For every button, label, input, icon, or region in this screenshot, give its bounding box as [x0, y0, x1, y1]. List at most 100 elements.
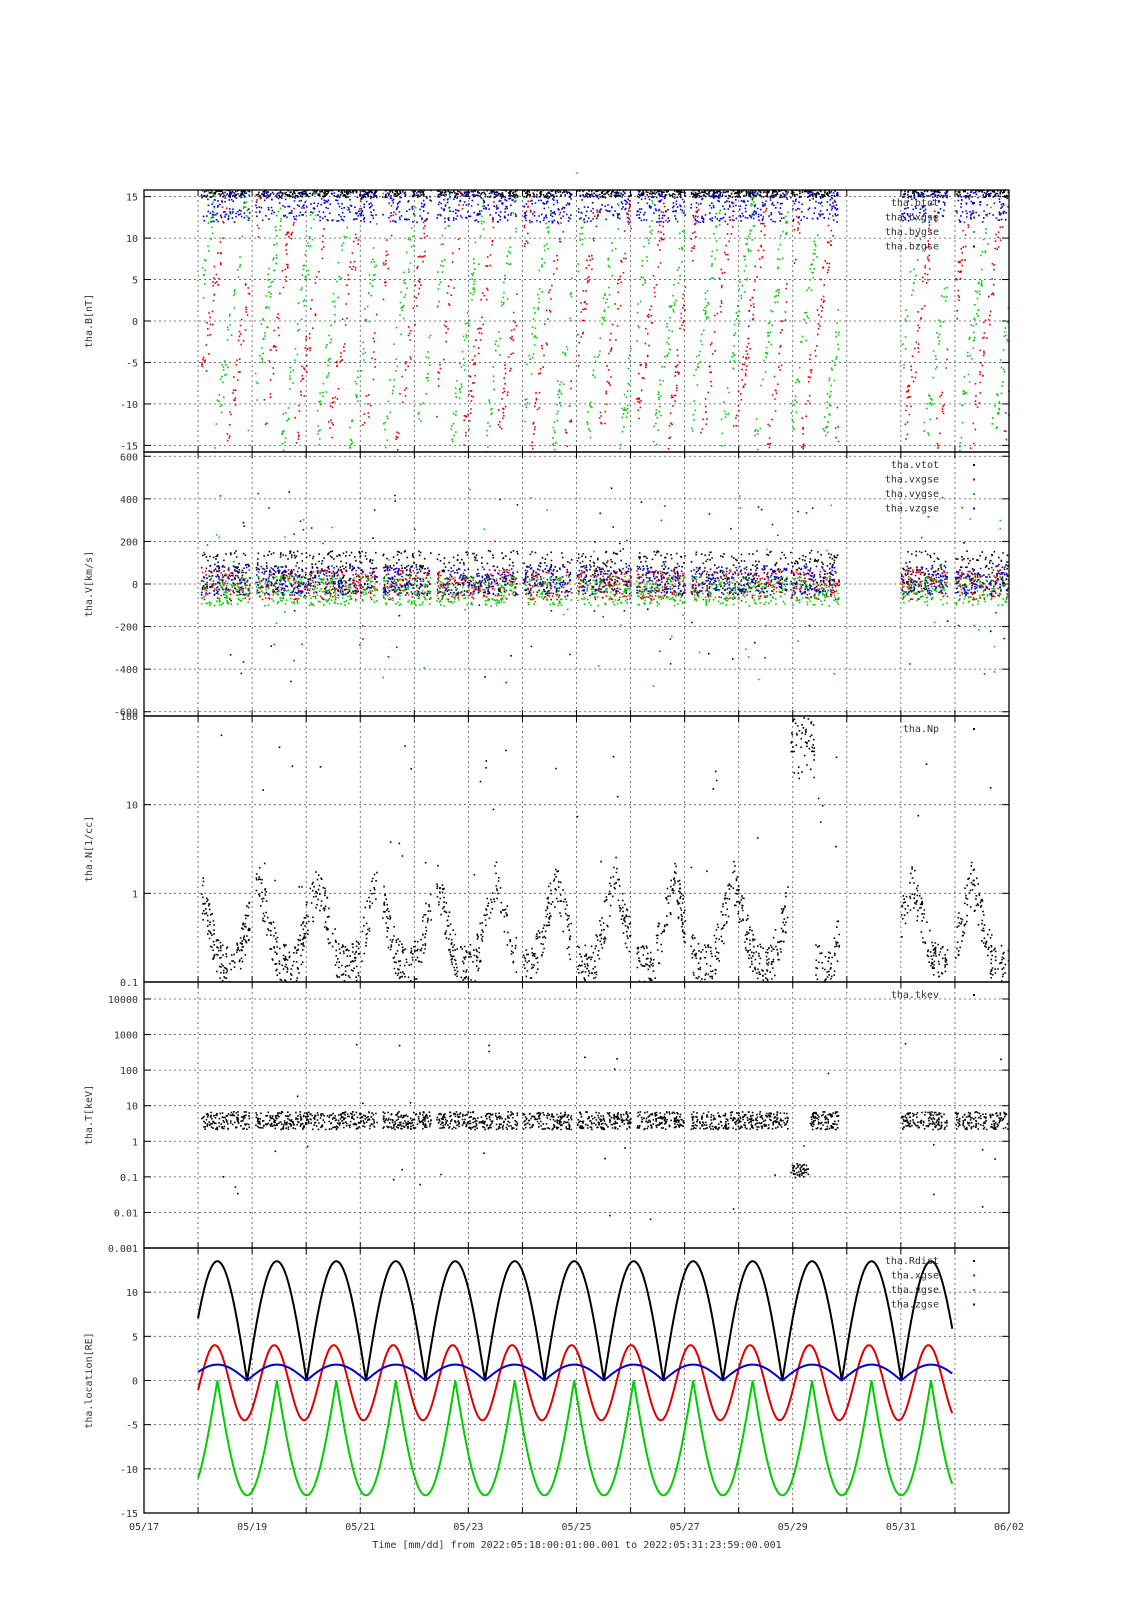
x-tick-label: 05/21 — [345, 1522, 375, 1533]
legend-swatch — [973, 464, 975, 466]
legend-label: tha.bzgse — [885, 242, 939, 253]
y-tick-label: -10 — [120, 1465, 138, 1476]
panel-5: 1050-5-10-15tha.location[RE]tha.Rdisttha… — [84, 1247, 1010, 1520]
data-layer — [200, 190, 1009, 452]
y-tick-label: -15 — [120, 1509, 138, 1520]
y-tick-label: -15 — [120, 441, 138, 452]
figure-title: - — [574, 168, 580, 179]
legend-swatch — [973, 507, 975, 510]
y-axis-label: tha.N[1/cc] — [84, 816, 95, 882]
x-tick-label: 05/31 — [886, 1522, 916, 1533]
y-tick-label: 0 — [132, 580, 138, 591]
y-tick-label: 0 — [132, 1377, 138, 1388]
legend-swatch — [973, 245, 975, 248]
legend-swatch — [973, 478, 975, 481]
legend-label: tha.vtot — [891, 460, 939, 471]
y-tick-label: 10 — [126, 1288, 138, 1299]
y-tick-label: 0 — [132, 317, 138, 328]
data-layer — [197, 1260, 954, 1497]
legend-swatch — [973, 202, 975, 204]
series-points-tha-vzgse — [200, 491, 1009, 683]
legend: tha.vtot tha.vxgse tha.vygse tha.vzgse — [885, 460, 975, 515]
y-tick-label: 0.1 — [120, 978, 138, 989]
series-line-tha-Rdist — [197, 1260, 954, 1382]
legend-label: tha.vzgse — [885, 504, 939, 515]
y-tick-label: 1 — [132, 1137, 138, 1148]
y-tick-label: -10 — [120, 400, 138, 411]
y-tick-label: 15 — [126, 193, 138, 204]
panel-frame — [143, 1247, 1010, 1514]
y-axis-label: tha.V[km/s] — [84, 551, 95, 617]
legend-swatch — [973, 493, 975, 495]
x-axis-tick-labels: 05/17 05/19 05/21 05/23 05/25 05/27 05/29 05/31… — [129, 1522, 1024, 1533]
y-axis-label: tha.T[keV] — [84, 1085, 95, 1145]
legend-label: tha.vygse — [885, 489, 939, 500]
y-tick-label: 400 — [120, 495, 138, 506]
legend-label: tha.vxgse — [885, 475, 939, 486]
series-points-tha-bzgse — [202, 190, 1009, 224]
series-line-tha-zgse — [197, 1363, 953, 1382]
y-tick-label: 100 — [120, 1066, 138, 1077]
y-tick-label: 10 — [126, 1102, 138, 1113]
series-points-tha-vtot — [201, 487, 1009, 678]
legend-swatch — [973, 728, 975, 730]
series-points-tha-vxgse — [201, 492, 1009, 684]
y-tick-label: 10000 — [108, 995, 138, 1006]
y-tick-label: -5 — [126, 358, 138, 369]
x-tick-label: 05/23 — [453, 1522, 483, 1533]
x-tick-label: 05/25 — [561, 1522, 591, 1533]
y-tick-label: 200 — [120, 537, 138, 548]
legend-swatch — [973, 994, 975, 996]
series-points-tha-Np — [200, 717, 1009, 982]
y-tick-label: 5 — [132, 276, 138, 287]
legend: tha.Np — [903, 724, 975, 735]
y-tick-label: 100 — [120, 712, 138, 723]
legend-label: tha.btot — [891, 198, 939, 209]
legend-label: tha.tkev — [891, 990, 939, 1001]
data-layer — [200, 487, 1009, 687]
y-tick-label: -200 — [114, 623, 138, 634]
x-axis-label: Time [mm/dd] from 2022:05:18:00:01:00.00… — [372, 1540, 781, 1551]
y-tick-label: 1000 — [114, 1031, 138, 1042]
y-tick-label: 10 — [126, 234, 138, 245]
panels: 151050-5-10-15tha.B[nT]tha.btottha.bxgse… — [84, 189, 1010, 1520]
legend-label: tha.ygse — [891, 1285, 939, 1296]
x-tick-label: 05/27 — [670, 1522, 700, 1533]
y-tick-label: 5 — [132, 1332, 138, 1343]
series-points-tha-vygse — [200, 488, 1009, 687]
y-axis-label: tha.location[RE] — [84, 1332, 95, 1428]
legend-swatch — [973, 231, 975, 233]
y-tick-label: -400 — [114, 665, 138, 676]
legend-swatch — [973, 216, 975, 219]
panel-2: 600 400 200 0 -200 -400 -600 tha.V[km/s] tha.vto… — [84, 451, 1010, 719]
x-tick-label: 05/29 — [778, 1522, 808, 1533]
series-points-tha-bygse — [201, 190, 1009, 452]
y-tick-label: 10 — [126, 801, 138, 812]
legend-swatch — [973, 1289, 975, 1291]
legend: tha.btot tha.bxgse tha.bygse tha.bzgse — [885, 198, 975, 253]
legend: tha.tkev — [891, 990, 975, 1001]
data-layer — [201, 1042, 1009, 1221]
legend-label: tha.Np — [903, 724, 939, 735]
legend-label: tha.bygse — [885, 227, 939, 238]
legend-label: tha.Rdist — [885, 1256, 939, 1267]
legend: tha.Rdist tha.xgse tha.ygse tha.zgse — [885, 1256, 975, 1311]
legend-label: tha.zgse — [891, 1300, 939, 1311]
y-tick-label: -5 — [126, 1421, 138, 1432]
data-layer — [200, 717, 1009, 982]
legend-swatch — [973, 1260, 975, 1262]
legend-swatch — [973, 1303, 975, 1306]
y-tick-label: -600 — [114, 708, 138, 719]
panel-4: 10000 1000 100 10 1 0.1 0.01 0.001 tha.T[keV] tha… — [84, 981, 1010, 1255]
legend-swatch — [973, 1274, 975, 1277]
legend-label: tha.xgse — [891, 1271, 939, 1282]
panel-3: 100 10 1 0.1 tha.N[1/cc] tha.Np — [84, 712, 1010, 989]
y-axis-label: tha.B[nT] — [84, 294, 95, 348]
y-tick-label: 0.01 — [114, 1208, 138, 1219]
series-line-tha-ygse — [197, 1380, 954, 1497]
x-tick-label: 06/02 — [994, 1522, 1024, 1533]
panel-1: 15 10 5 0 -5 -10 -15 tha.B[nT] tha.btot tha.bxgse… — [84, 189, 1010, 453]
x-tick-label: 05/17 — [129, 1522, 159, 1533]
x-tick-label: 05/19 — [237, 1522, 267, 1533]
